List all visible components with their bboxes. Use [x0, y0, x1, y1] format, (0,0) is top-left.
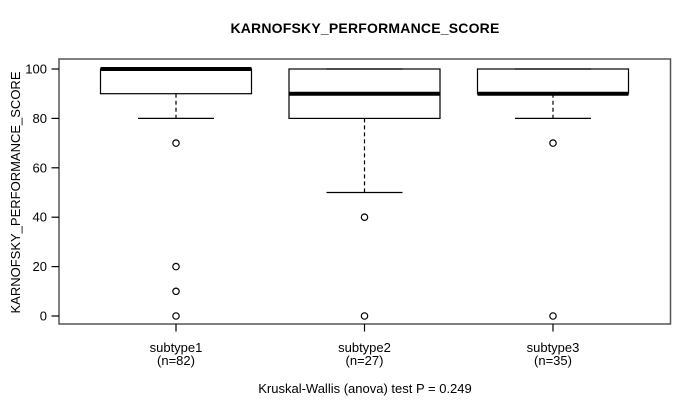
x-axis-label-subtype2: subtype2 [338, 340, 391, 355]
y-axis-tick-label: 80 [33, 111, 47, 126]
y-axis-tick-label: 0 [40, 309, 47, 324]
iqr-box [99, 68, 253, 95]
boxplot-subtype2: subtype2(n=27) [288, 68, 441, 368]
chart-title: KARNOFSKY_PERFORMANCE_SCORE [230, 20, 500, 36]
y-axis-tick-label: 60 [33, 160, 47, 175]
y-axis-title: KARNOFSKY_PERFORMANCE_SCORE [8, 71, 23, 313]
x-axis-sublabel-subtype2: (n=27) [346, 353, 384, 368]
x-axis-sublabel-subtype1: (n=82) [157, 353, 195, 368]
y-axis-tick-label: 40 [33, 210, 47, 225]
outlier-point [172, 139, 180, 147]
stats-caption: Kruskal-Wallis (anova) test P = 0.249 [258, 381, 472, 396]
x-axis-label-subtype1: subtype1 [150, 340, 203, 355]
outlier-point [172, 287, 180, 296]
outlier-point [360, 213, 369, 222]
outlier-point [549, 139, 557, 147]
outlier-point [172, 262, 180, 271]
y-axis: 0 20 40 60 80 100 [25, 62, 59, 324]
iqr-box [476, 68, 630, 95]
boxplot-subtype3: subtype3(n=35) [476, 68, 630, 368]
x-axis-sublabel-subtype3: (n=35) [534, 353, 572, 368]
boxplot-subtype1: subtype1(n=82) [99, 67, 253, 368]
x-axis-label-subtype3: subtype3 [527, 340, 580, 355]
y-axis-tick-label: 20 [33, 259, 47, 274]
y-axis-tick-label: 100 [25, 62, 47, 77]
outlier-point [360, 312, 369, 320]
outlier-point [172, 312, 180, 320]
outlier-point [549, 312, 557, 320]
